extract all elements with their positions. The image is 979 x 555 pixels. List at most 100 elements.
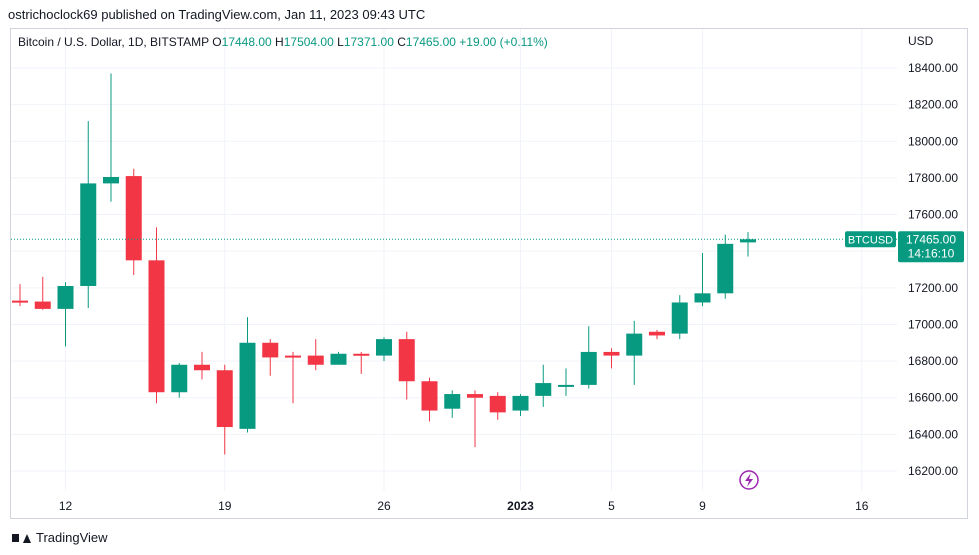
candle bbox=[649, 329, 665, 340]
x-tick-label: 19 bbox=[218, 499, 232, 513]
legend-close-label: C bbox=[397, 35, 406, 49]
candle bbox=[740, 232, 756, 257]
y-tick-label: 16600.00 bbox=[908, 391, 958, 405]
candle-body bbox=[148, 260, 165, 393]
candle-body bbox=[34, 301, 51, 309]
x-tick-label: 26 bbox=[377, 499, 391, 513]
candle bbox=[330, 351, 347, 365]
candle-body bbox=[12, 300, 28, 303]
x-tick-label: 5 bbox=[608, 499, 615, 513]
candle-body bbox=[717, 243, 734, 294]
candle-body bbox=[285, 355, 301, 358]
symbol-tag-bg bbox=[845, 231, 896, 248]
candle bbox=[103, 73, 119, 202]
event-markers bbox=[739, 470, 759, 490]
candle-body bbox=[671, 302, 688, 334]
candle bbox=[626, 320, 643, 385]
y-tick-label: 16200.00 bbox=[908, 464, 958, 478]
candle bbox=[148, 227, 165, 404]
candle-body bbox=[444, 394, 461, 409]
tradingview-logo-icon bbox=[12, 532, 31, 544]
y-tick-label: 17200.00 bbox=[908, 281, 958, 295]
candle bbox=[512, 394, 529, 417]
symbol-tag: BTCUSD bbox=[848, 234, 893, 246]
x-tick-label: 16 bbox=[855, 499, 869, 513]
candle bbox=[353, 351, 370, 374]
legend-high-label: H bbox=[275, 35, 284, 49]
price-tag-bg bbox=[898, 231, 964, 263]
candle bbox=[694, 253, 711, 307]
candle bbox=[467, 390, 483, 448]
candle bbox=[285, 351, 301, 404]
candle-body bbox=[489, 395, 506, 413]
candle bbox=[421, 377, 438, 422]
candle-body bbox=[376, 339, 392, 356]
candle-body bbox=[239, 342, 256, 429]
candle bbox=[489, 392, 506, 420]
candle-body bbox=[421, 381, 438, 411]
y-tick-label: 18200.00 bbox=[908, 98, 958, 112]
tradingview-footer[interactable]: TradingView bbox=[12, 530, 108, 545]
ohlc-legend: Bitcoin / U.S. Dollar, 1D, BITSTAMP O174… bbox=[18, 35, 548, 49]
y-tick-label: 16800.00 bbox=[908, 354, 958, 368]
legend-high-value: 17504.00 bbox=[283, 35, 334, 49]
candle-body bbox=[558, 384, 574, 387]
candle-body bbox=[216, 370, 233, 428]
candle bbox=[216, 364, 233, 455]
candles bbox=[12, 73, 756, 455]
y-tick-label: 16400.00 bbox=[908, 427, 958, 441]
publisher-caption: ostrichoclock69 published on TradingView… bbox=[8, 7, 426, 22]
chart-frame bbox=[10, 28, 968, 519]
candle bbox=[125, 168, 142, 275]
candle bbox=[171, 362, 188, 398]
candle bbox=[239, 317, 256, 433]
candle-body bbox=[80, 183, 97, 286]
candle bbox=[376, 337, 392, 362]
price-tag-value: 17465.00 bbox=[906, 232, 956, 246]
legend-open-label: O bbox=[212, 35, 222, 49]
currency-label: USD bbox=[908, 34, 934, 48]
candle bbox=[444, 390, 461, 418]
x-tick-label: 9 bbox=[699, 499, 706, 513]
candle-body bbox=[649, 331, 665, 336]
candle-body bbox=[262, 342, 279, 358]
candle bbox=[603, 348, 620, 369]
x-tick-label: 2023 bbox=[507, 499, 534, 513]
y-tick-label: 17600.00 bbox=[908, 208, 958, 222]
candle-body bbox=[103, 176, 119, 184]
time-axis: 12 19 26 2023 5 9 16 bbox=[59, 499, 869, 513]
candle-body bbox=[694, 293, 711, 303]
candle-body bbox=[353, 353, 370, 356]
candle bbox=[307, 339, 324, 371]
candle bbox=[535, 364, 552, 407]
candle-body bbox=[580, 351, 597, 385]
candle-body bbox=[307, 355, 324, 365]
y-tick-label: 18400.00 bbox=[908, 61, 958, 75]
candle bbox=[34, 276, 51, 310]
candle-body bbox=[398, 339, 415, 382]
candle bbox=[80, 121, 97, 308]
legend-symbol: Bitcoin / U.S. Dollar, 1D, BITSTAMP bbox=[18, 35, 209, 49]
candle bbox=[262, 339, 279, 376]
x-tick-label: 12 bbox=[59, 499, 73, 513]
y-tick-label: 17800.00 bbox=[908, 171, 958, 185]
candle-body bbox=[125, 176, 142, 261]
tradingview-brand: TradingView bbox=[36, 530, 108, 545]
grid-lines bbox=[11, 29, 897, 491]
y-tick-label: 17000.00 bbox=[908, 317, 958, 331]
legend-close-value: 17465.00 bbox=[405, 35, 456, 49]
legend-low-label: L bbox=[337, 35, 344, 49]
candle-body bbox=[194, 364, 210, 371]
y-tick-label: 18000.00 bbox=[908, 134, 958, 148]
legend-open-value: 17448.00 bbox=[221, 35, 272, 49]
candle bbox=[194, 351, 210, 380]
candle-body bbox=[467, 394, 483, 398]
candle-body bbox=[626, 333, 643, 356]
candle bbox=[398, 331, 415, 400]
candle-body bbox=[740, 239, 756, 243]
candle bbox=[717, 234, 734, 299]
candle bbox=[671, 295, 688, 340]
candle bbox=[57, 282, 74, 347]
